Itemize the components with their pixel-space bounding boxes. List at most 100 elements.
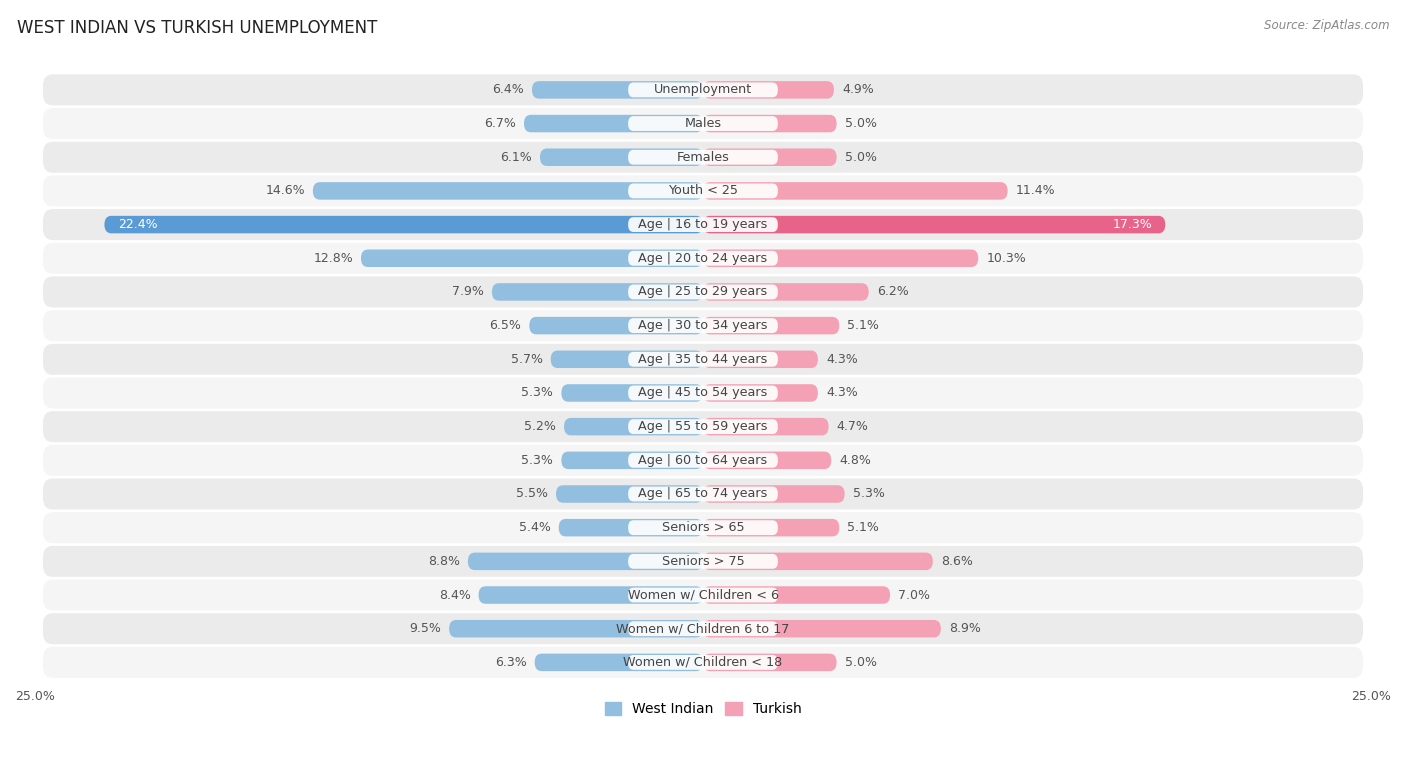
Text: 8.6%: 8.6% <box>941 555 973 568</box>
FancyBboxPatch shape <box>703 620 941 637</box>
FancyBboxPatch shape <box>531 81 703 98</box>
Text: Females: Females <box>676 151 730 164</box>
Text: 5.2%: 5.2% <box>524 420 555 433</box>
Text: Males: Males <box>685 117 721 130</box>
FancyBboxPatch shape <box>540 148 703 166</box>
FancyBboxPatch shape <box>314 182 703 200</box>
FancyBboxPatch shape <box>703 350 818 368</box>
Text: Age | 45 to 54 years: Age | 45 to 54 years <box>638 387 768 400</box>
FancyBboxPatch shape <box>44 243 1362 274</box>
FancyBboxPatch shape <box>449 620 703 637</box>
FancyBboxPatch shape <box>558 519 703 537</box>
Text: 5.3%: 5.3% <box>852 488 884 500</box>
Text: Women w/ Children < 6: Women w/ Children < 6 <box>627 588 779 602</box>
FancyBboxPatch shape <box>703 283 869 301</box>
Text: WEST INDIAN VS TURKISH UNEMPLOYMENT: WEST INDIAN VS TURKISH UNEMPLOYMENT <box>17 19 377 37</box>
FancyBboxPatch shape <box>44 445 1362 476</box>
FancyBboxPatch shape <box>478 586 703 604</box>
Text: 7.0%: 7.0% <box>898 588 931 602</box>
FancyBboxPatch shape <box>44 478 1362 509</box>
FancyBboxPatch shape <box>44 310 1362 341</box>
Text: Age | 35 to 44 years: Age | 35 to 44 years <box>638 353 768 366</box>
Text: Seniors > 65: Seniors > 65 <box>662 521 744 534</box>
FancyBboxPatch shape <box>44 209 1362 240</box>
Text: 8.4%: 8.4% <box>439 588 471 602</box>
Text: 9.5%: 9.5% <box>409 622 441 635</box>
FancyBboxPatch shape <box>703 586 890 604</box>
FancyBboxPatch shape <box>524 115 703 132</box>
Text: 5.0%: 5.0% <box>845 656 876 669</box>
FancyBboxPatch shape <box>703 385 818 402</box>
Text: Age | 20 to 24 years: Age | 20 to 24 years <box>638 252 768 265</box>
Text: 6.7%: 6.7% <box>484 117 516 130</box>
Text: Women w/ Children 6 to 17: Women w/ Children 6 to 17 <box>616 622 790 635</box>
FancyBboxPatch shape <box>44 108 1362 139</box>
FancyBboxPatch shape <box>703 148 837 166</box>
Text: 6.4%: 6.4% <box>492 83 524 96</box>
FancyBboxPatch shape <box>44 411 1362 442</box>
FancyBboxPatch shape <box>561 385 703 402</box>
FancyBboxPatch shape <box>628 352 778 366</box>
FancyBboxPatch shape <box>703 485 845 503</box>
FancyBboxPatch shape <box>628 385 778 400</box>
FancyBboxPatch shape <box>628 520 778 535</box>
Text: 6.2%: 6.2% <box>877 285 908 298</box>
FancyBboxPatch shape <box>529 317 703 335</box>
Text: Age | 30 to 34 years: Age | 30 to 34 years <box>638 319 768 332</box>
FancyBboxPatch shape <box>44 512 1362 544</box>
Text: 4.8%: 4.8% <box>839 453 872 467</box>
FancyBboxPatch shape <box>703 519 839 537</box>
FancyBboxPatch shape <box>44 580 1362 610</box>
FancyBboxPatch shape <box>628 150 778 164</box>
Text: 5.5%: 5.5% <box>516 488 548 500</box>
Text: Seniors > 75: Seniors > 75 <box>662 555 744 568</box>
FancyBboxPatch shape <box>628 83 778 98</box>
FancyBboxPatch shape <box>703 81 834 98</box>
Text: Youth < 25: Youth < 25 <box>668 185 738 198</box>
Text: 4.7%: 4.7% <box>837 420 869 433</box>
FancyBboxPatch shape <box>468 553 703 570</box>
FancyBboxPatch shape <box>44 74 1362 105</box>
FancyBboxPatch shape <box>628 183 778 198</box>
FancyBboxPatch shape <box>551 350 703 368</box>
Text: Women w/ Children < 18: Women w/ Children < 18 <box>623 656 783 669</box>
Text: 4.3%: 4.3% <box>825 387 858 400</box>
Text: 10.3%: 10.3% <box>986 252 1026 265</box>
FancyBboxPatch shape <box>703 182 1008 200</box>
FancyBboxPatch shape <box>628 621 778 636</box>
FancyBboxPatch shape <box>104 216 703 233</box>
FancyBboxPatch shape <box>628 318 778 333</box>
Text: 4.9%: 4.9% <box>842 83 873 96</box>
Text: 8.9%: 8.9% <box>949 622 981 635</box>
FancyBboxPatch shape <box>628 419 778 434</box>
FancyBboxPatch shape <box>534 653 703 671</box>
Text: 6.3%: 6.3% <box>495 656 527 669</box>
FancyBboxPatch shape <box>703 250 979 267</box>
Text: 5.3%: 5.3% <box>522 453 554 467</box>
FancyBboxPatch shape <box>561 452 703 469</box>
Text: 6.1%: 6.1% <box>501 151 531 164</box>
FancyBboxPatch shape <box>44 546 1362 577</box>
Text: 5.7%: 5.7% <box>510 353 543 366</box>
Text: 8.8%: 8.8% <box>427 555 460 568</box>
FancyBboxPatch shape <box>628 251 778 266</box>
Text: 5.1%: 5.1% <box>848 319 879 332</box>
Text: 5.0%: 5.0% <box>845 117 876 130</box>
Text: 5.4%: 5.4% <box>519 521 551 534</box>
FancyBboxPatch shape <box>703 452 831 469</box>
FancyBboxPatch shape <box>564 418 703 435</box>
Text: Source: ZipAtlas.com: Source: ZipAtlas.com <box>1264 19 1389 32</box>
FancyBboxPatch shape <box>361 250 703 267</box>
FancyBboxPatch shape <box>628 655 778 670</box>
Text: 17.3%: 17.3% <box>1112 218 1152 231</box>
FancyBboxPatch shape <box>628 453 778 468</box>
FancyBboxPatch shape <box>44 344 1362 375</box>
Text: 7.9%: 7.9% <box>451 285 484 298</box>
FancyBboxPatch shape <box>703 418 828 435</box>
FancyBboxPatch shape <box>628 554 778 569</box>
FancyBboxPatch shape <box>628 285 778 299</box>
Text: 5.3%: 5.3% <box>522 387 554 400</box>
Text: 12.8%: 12.8% <box>314 252 353 265</box>
Text: Age | 25 to 29 years: Age | 25 to 29 years <box>638 285 768 298</box>
Text: 11.4%: 11.4% <box>1015 185 1056 198</box>
